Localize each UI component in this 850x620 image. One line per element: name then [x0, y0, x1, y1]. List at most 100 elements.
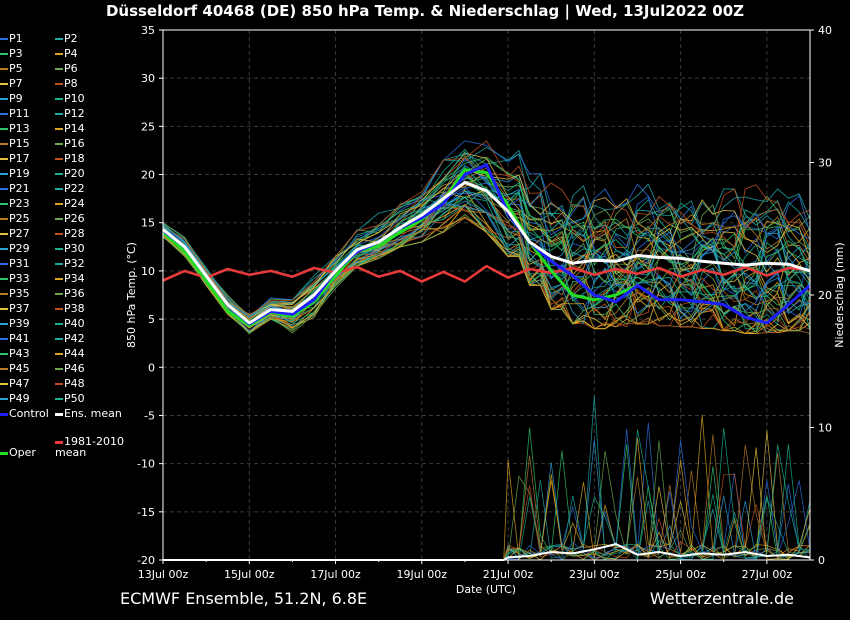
legend-swatch [55, 128, 63, 130]
legend-label: P31 [9, 257, 30, 270]
precipitation-traces [163, 395, 811, 561]
legend-label: P6 [64, 62, 78, 75]
climate-line [162, 264, 811, 283]
member-line [162, 166, 811, 327]
legend-item-p21: P21 [0, 181, 30, 196]
legend-item-p18: P18 [55, 151, 85, 166]
precip-member-line [163, 437, 811, 561]
member-line [162, 204, 811, 332]
legend-label: P37 [9, 302, 30, 315]
legend-item-p39: P39 [0, 316, 30, 331]
plot-frame [162, 29, 811, 561]
legend-swatch [55, 368, 63, 370]
legend-item-p11: P11 [0, 106, 30, 121]
member-line [162, 177, 811, 328]
legend-item-p1: P1 [0, 31, 23, 46]
legend-swatch [55, 353, 63, 355]
y2-tick-label: 40 [818, 24, 832, 37]
precip-mean-line [163, 543, 811, 561]
legend-item-p4: P4 [55, 46, 78, 61]
x-tick-label: 25Jul 00z [655, 568, 706, 581]
legend-swatch [55, 53, 63, 55]
x-tick-label: 19Jul 00z [397, 568, 448, 581]
site-credit[interactable]: Wetterzentrale.de [649, 589, 794, 608]
x-tick-label: 17Jul 00z [310, 568, 361, 581]
legend-item-p31: P31 [0, 256, 30, 271]
legend-item-p33: P33 [0, 271, 30, 286]
y-tick-label: 35 [141, 24, 155, 37]
member-line [162, 192, 811, 323]
member-line [162, 196, 811, 327]
member-line [162, 202, 811, 334]
member-line [162, 182, 811, 323]
legend-item-climate: 1981-2010 mean [55, 436, 130, 458]
oper-line [162, 168, 639, 328]
legend-item-p27: P27 [0, 226, 30, 241]
legend-label: P8 [64, 77, 78, 90]
y-tick-label: 0 [148, 361, 155, 374]
legend-label: P33 [9, 272, 30, 285]
y2-axis-label: Niederschlag (mm) [833, 242, 846, 347]
precip-member-line [163, 444, 811, 561]
y-tick-label: 5 [148, 313, 155, 326]
member-line [162, 169, 811, 323]
legend-label: P2 [64, 32, 78, 45]
legend-item-p25: P25 [0, 211, 30, 226]
y-tick-label: 20 [141, 169, 155, 182]
legend-item-p28: P28 [55, 226, 85, 241]
legend-swatch [0, 128, 8, 130]
legend-label: P18 [64, 152, 85, 165]
legend-swatch [55, 233, 63, 235]
legend-swatch [55, 323, 63, 325]
precip-member-line [163, 447, 811, 561]
legend-swatch [55, 338, 63, 340]
legend-item-oper: Oper [0, 445, 36, 460]
legend-swatch [55, 188, 63, 190]
member-line [162, 157, 811, 324]
member-line [162, 157, 811, 319]
member-line [162, 168, 811, 324]
legend-item-p19: P19 [0, 166, 30, 181]
legend-swatch [0, 113, 8, 115]
legend-swatch [0, 53, 8, 55]
y-tick-label: -15 [137, 506, 155, 519]
legend-item-p41: P41 [0, 331, 30, 346]
member-line [162, 148, 811, 318]
legend-swatch [0, 248, 8, 250]
legend-swatch [55, 203, 63, 205]
legend-item-p49: P49 [0, 391, 30, 406]
legend-label: P42 [64, 332, 85, 345]
legend-label: P12 [64, 107, 85, 120]
legend-label: P28 [64, 227, 85, 240]
member-line [162, 216, 811, 335]
member-line [162, 154, 811, 317]
x-tick-label: 27Jul 00z [742, 568, 793, 581]
legend-swatch [0, 278, 8, 280]
y-tick-label: 25 [141, 120, 155, 133]
member-line [162, 190, 811, 328]
legend-label: P36 [64, 287, 85, 300]
y-tick-label: -20 [137, 554, 155, 567]
x-tick-label: 13Jul 00z [138, 568, 189, 581]
legend-item-p22: P22 [55, 181, 85, 196]
y-tick-label: 10 [141, 265, 155, 278]
legend-label: P25 [9, 212, 30, 225]
member-line [162, 150, 811, 316]
ensemble-members [162, 140, 811, 335]
y-axis-label: 850 hPa Temp. (°C) [125, 242, 138, 348]
precip-member-line [163, 473, 811, 561]
legend-item-p2: P2 [55, 31, 78, 46]
legend-item-p16: P16 [55, 136, 85, 151]
member-line [162, 175, 811, 324]
legend-label: P46 [64, 362, 85, 375]
precip-member-line [163, 440, 811, 561]
member-line [162, 196, 811, 333]
precip-member-line [163, 422, 811, 561]
legend-swatch [0, 338, 8, 340]
legend-swatch [55, 308, 63, 310]
y-tick-label: 15 [141, 217, 155, 230]
legend-item-p48: P48 [55, 376, 85, 391]
legend-item-p23: P23 [0, 196, 30, 211]
chart-title: Düsseldorf 40468 (DE) 850 hPa Temp. & Ni… [105, 2, 745, 20]
legend-item-p38: P38 [55, 301, 85, 316]
